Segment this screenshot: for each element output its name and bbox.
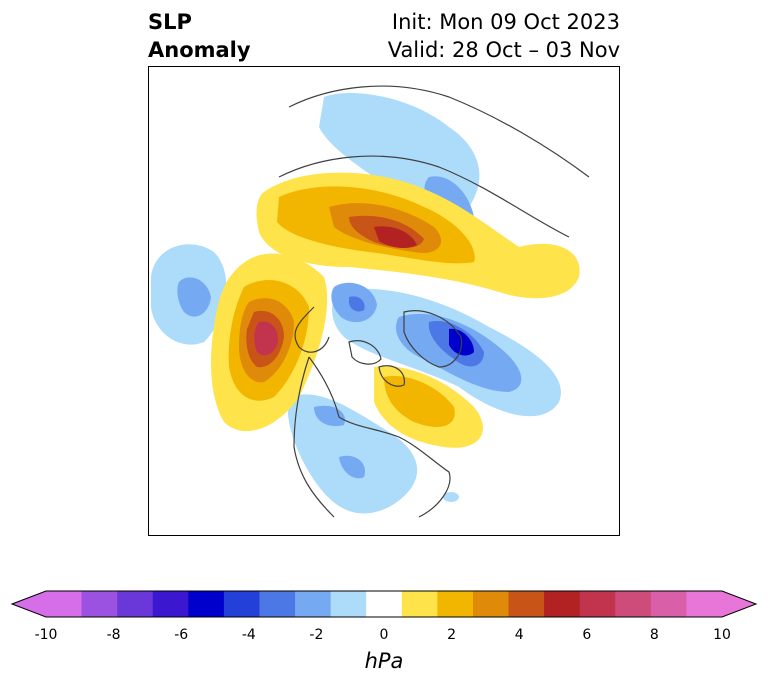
colorbar-segment	[437, 591, 474, 617]
colorbar-segment	[686, 591, 723, 617]
map-title-right: Init: Mon 09 Oct 2023 Valid: 28 Oct – 03…	[388, 8, 620, 64]
coastline-eurasia	[278, 85, 590, 238]
colorbar-segment	[472, 591, 510, 617]
colorbar-tick-label: -2	[309, 627, 324, 643]
colorbar-segment	[579, 591, 616, 617]
anomaly-map	[151, 85, 590, 518]
colorbar-tick-label: 0	[379, 627, 389, 643]
anomaly-region-siberia-peak	[374, 226, 417, 248]
coastline-greenland	[403, 310, 463, 368]
coastline-arctic-islands	[348, 340, 406, 387]
colorbar-tick-label: -10	[34, 627, 58, 643]
anomaly-region-beaufort-core	[349, 296, 365, 312]
map-coastlines	[278, 85, 590, 518]
colorbar-tick-label: -4	[241, 627, 256, 643]
colorbar-tick-label: -8	[106, 627, 121, 643]
anomaly-region-atlantic-spot	[443, 492, 459, 502]
colorbar-segment	[544, 591, 581, 617]
colorbar-segment	[615, 591, 652, 617]
valid-range: Valid: 28 Oct – 03 Nov	[387, 38, 620, 62]
coastline-north-america	[293, 356, 451, 518]
colorbar-tick-label: 10	[713, 627, 731, 643]
coastline-alaska	[294, 306, 330, 353]
colorbar	[10, 590, 758, 618]
title-variable: SLP	[148, 10, 192, 34]
colorbar-segment	[152, 591, 189, 617]
init-date: Init: Mon 09 Oct 2023	[391, 10, 620, 34]
colorbar-segment	[188, 591, 225, 617]
colorbar-outline	[10, 590, 758, 618]
title-variable-type: Anomaly	[148, 38, 251, 62]
colorbar-units: hPa	[364, 649, 404, 673]
colorbar-segment	[223, 591, 261, 617]
negative-anomaly-shading	[151, 92, 561, 514]
anomaly-region-namerica-south	[339, 455, 365, 479]
map-title-left: SLP Anomaly	[148, 8, 251, 64]
colorbar-segment	[330, 591, 367, 617]
colorbar-segment	[295, 591, 332, 617]
colorbar-segment	[508, 591, 545, 617]
colorbar-segment	[259, 591, 296, 617]
anomaly-region-pacific-core	[177, 277, 211, 317]
anomaly-region-alaska-peak	[254, 321, 279, 356]
colorbar-segments	[12, 591, 756, 617]
colorbar-segment	[117, 591, 154, 617]
colorbar-segment	[81, 591, 118, 617]
colorbar-segment	[650, 591, 688, 617]
colorbar-tick-label: 8	[649, 627, 659, 643]
colorbar-tick-label: 4	[514, 627, 524, 643]
anomaly-region-namerica-low	[287, 394, 418, 514]
map-panel	[148, 66, 620, 536]
colorbar-tick-label: 6	[582, 627, 592, 643]
colorbar-extend-max	[722, 591, 756, 617]
colorbar-segment	[46, 591, 83, 617]
colorbar-tick-label: -6	[174, 627, 189, 643]
anomaly-region-canada-mid	[384, 376, 455, 427]
positive-anomaly-shading	[211, 172, 580, 448]
colorbar-segment	[366, 591, 403, 617]
colorbar-extend-min	[12, 591, 46, 617]
colorbar-segment	[401, 591, 438, 617]
colorbar-tick-label: 2	[447, 627, 457, 643]
